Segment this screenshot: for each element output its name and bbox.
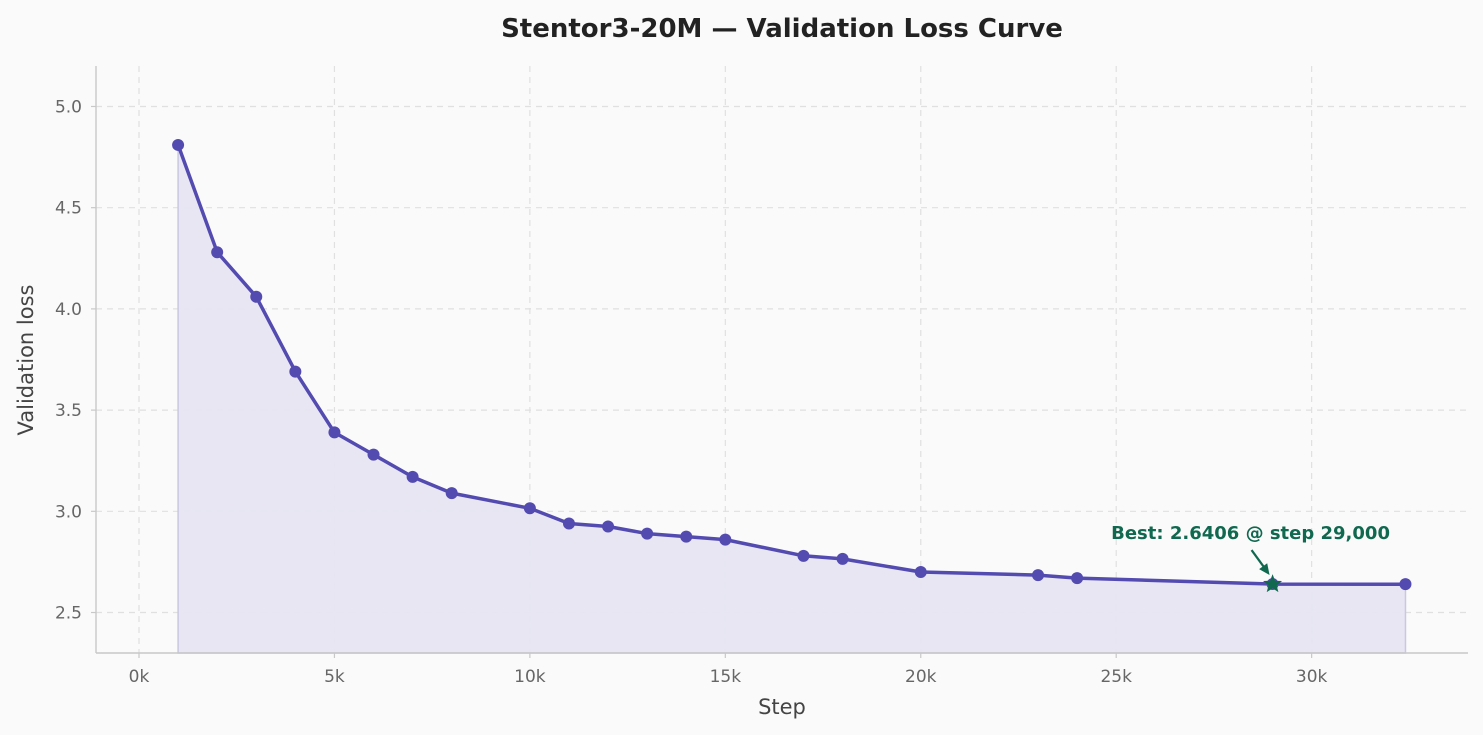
data-point-0	[172, 138, 185, 151]
data-point-2	[250, 290, 263, 303]
data-point-16	[914, 566, 927, 579]
y-tick-label-3: 4.0	[55, 300, 82, 320]
data-point-17	[1032, 569, 1045, 582]
data-point-7	[445, 487, 458, 500]
data-point-18	[1071, 572, 1084, 585]
x-tick-label-3: 15k	[710, 667, 742, 687]
x-axis-ticks: 0k 5k 10k 15k 20k 25k 30k	[129, 653, 1328, 687]
data-point-12	[680, 530, 693, 543]
y-tick-label-4: 4.5	[55, 199, 82, 219]
best-annotation-arrowhead	[1259, 563, 1270, 576]
data-point-9	[562, 517, 575, 530]
y-axis-ticks: 2.5 3.0 3.5 4.0 4.5 5.0	[55, 97, 96, 624]
x-tick-label-6: 30k	[1296, 667, 1328, 687]
x-axis-label: Step	[758, 695, 806, 719]
data-point-15	[836, 552, 849, 565]
data-point-10	[602, 520, 615, 533]
data-point-4	[328, 426, 341, 439]
data-point-11	[641, 527, 654, 540]
x-tick-label-0: 0k	[129, 667, 150, 687]
data-point-20	[1399, 578, 1412, 591]
x-tick-label-4: 20k	[905, 667, 937, 687]
y-tick-label-1: 3.0	[55, 502, 82, 522]
y-axis-label: Validation loss	[14, 285, 38, 436]
data-point-13	[719, 533, 732, 546]
data-point-5	[367, 448, 380, 461]
y-tick-label-0: 2.5	[55, 604, 82, 624]
data-point-8	[523, 502, 536, 515]
axes-spines	[95, 66, 1468, 654]
best-annotation-label: Best: 2.6406 @ step 29,000	[1111, 523, 1390, 544]
x-tick-label-1: 5k	[324, 667, 345, 687]
x-tick-label-2: 10k	[514, 667, 546, 687]
chart-title: Stentor3-20M — Validation Loss Curve	[501, 14, 1063, 44]
data-point-14	[797, 549, 810, 562]
data-point-3	[289, 365, 302, 378]
data-point-1	[211, 246, 224, 259]
y-tick-label-2: 3.5	[55, 401, 82, 421]
data-points	[172, 138, 1412, 591]
best-marker-star	[1263, 574, 1283, 593]
data-point-6	[406, 470, 419, 483]
x-tick-label-5: 25k	[1100, 667, 1132, 687]
y-tick-label-5: 5.0	[55, 97, 82, 117]
